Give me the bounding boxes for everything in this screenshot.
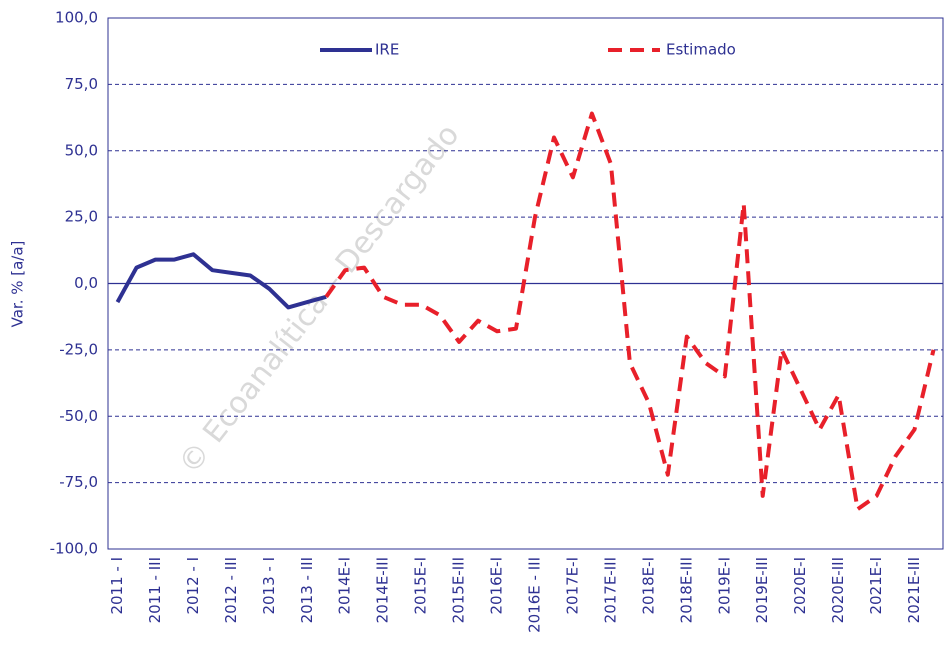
y-tick-label: 100,0 xyxy=(55,9,98,27)
x-tick-label: 2012 - I xyxy=(184,557,202,615)
x-tick-label: 2011 - I xyxy=(108,557,126,615)
series-line xyxy=(115,252,327,310)
x-tick-label: 2018E-I xyxy=(639,557,657,615)
legend-label: IRE xyxy=(375,41,399,59)
x-tick-label: 2016E-I xyxy=(488,557,506,615)
x-tick-label: 2013 - I xyxy=(260,557,278,615)
x-tick-label: 2021E-I xyxy=(867,557,885,615)
x-tick-label: 2015E-I xyxy=(412,557,430,615)
x-tick-label: 2017E-III xyxy=(601,557,619,623)
x-tick-label: 2015E-III xyxy=(450,557,468,623)
x-tick-label: 2012 - III xyxy=(222,557,240,623)
x-tick-label: 2014E-III xyxy=(374,557,392,623)
y-tick-label: 75,0 xyxy=(65,75,98,93)
x-tick-label: 2020E-I xyxy=(791,557,809,615)
y-tick-label: -75,0 xyxy=(59,473,98,491)
x-tick-label: 2014E-I xyxy=(336,557,354,615)
x-tick-label: 2018E-III xyxy=(677,557,695,623)
x-tick-label: 2019E-I xyxy=(715,557,733,615)
x-tick-label: 2011 - III xyxy=(146,557,164,623)
y-tick-label: 25,0 xyxy=(65,208,98,226)
x-tick-label: 2013 - III xyxy=(298,557,316,623)
legend-label: Estimado xyxy=(666,41,736,59)
y-tick-label: -50,0 xyxy=(59,407,98,425)
series-line xyxy=(324,111,936,512)
y-tick-label: -100,0 xyxy=(50,540,98,558)
y-tick-label: 50,0 xyxy=(65,141,98,159)
y-tick-label: -25,0 xyxy=(59,340,98,358)
x-tick-label: 2017E-I xyxy=(563,557,581,615)
y-axis-label: Var. % [a/a] xyxy=(9,241,27,328)
x-tick-label: 2020E-III xyxy=(829,557,847,623)
x-tick-label: 2019E-III xyxy=(753,557,771,623)
x-tick-label: 2016E - III xyxy=(525,557,543,633)
y-tick-label: 0,0 xyxy=(74,274,98,292)
x-tick-label: 2021E-III xyxy=(905,557,923,623)
